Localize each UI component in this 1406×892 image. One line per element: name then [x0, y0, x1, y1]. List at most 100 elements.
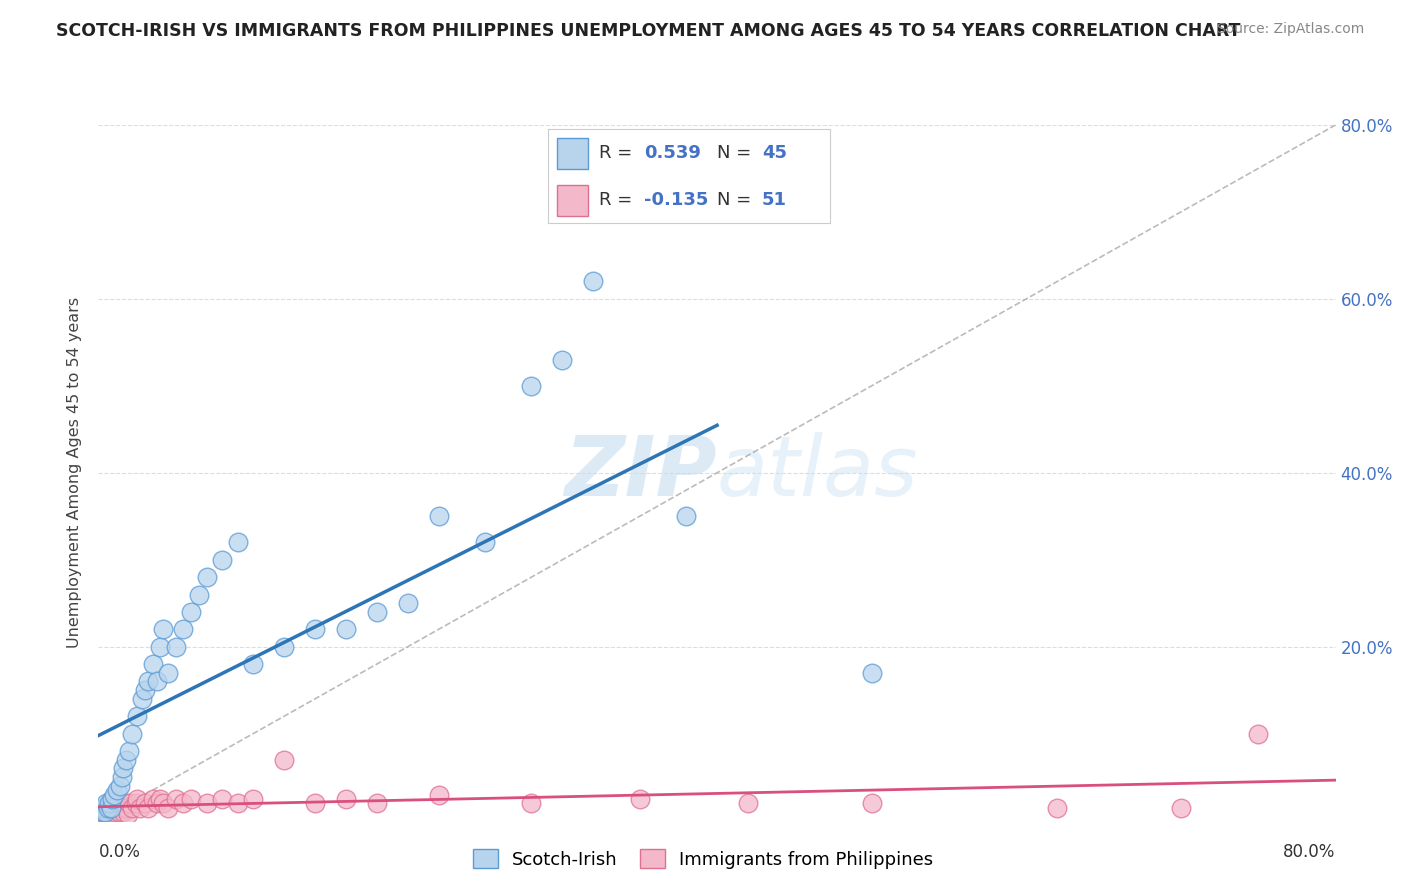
- Point: [89, 805, 111, 819]
- Point: [273, 640, 295, 654]
- Point: [335, 792, 357, 806]
- Point: [304, 796, 326, 810]
- Point: [226, 796, 249, 810]
- FancyBboxPatch shape: [557, 185, 588, 216]
- Point: [103, 796, 125, 810]
- Text: N =: N =: [717, 145, 756, 162]
- Point: [101, 800, 124, 814]
- Point: [149, 640, 172, 654]
- Point: [195, 570, 218, 584]
- Point: [129, 800, 152, 814]
- Point: [121, 800, 143, 814]
- Point: [124, 796, 146, 810]
- Text: R =: R =: [599, 191, 638, 209]
- Point: [211, 552, 233, 567]
- Point: [115, 800, 138, 814]
- Point: [427, 788, 450, 802]
- Point: [273, 753, 295, 767]
- Point: [103, 788, 125, 802]
- Point: [211, 792, 233, 806]
- Point: [112, 805, 135, 819]
- Point: [142, 657, 165, 671]
- Point: [737, 796, 759, 810]
- Point: [136, 674, 159, 689]
- Point: [134, 683, 156, 698]
- Point: [860, 796, 883, 810]
- Point: [98, 806, 121, 821]
- Point: [551, 352, 574, 367]
- FancyBboxPatch shape: [557, 137, 588, 169]
- Legend: Scotch-Irish, Immigrants from Philippines: Scotch-Irish, Immigrants from Philippine…: [465, 842, 941, 876]
- Point: [396, 596, 419, 610]
- Point: [180, 792, 202, 806]
- Text: atlas: atlas: [717, 433, 918, 513]
- Text: 0.0%: 0.0%: [98, 843, 141, 861]
- Point: [136, 800, 159, 814]
- Point: [675, 509, 697, 524]
- Point: [180, 605, 202, 619]
- Point: [242, 792, 264, 806]
- Point: [474, 535, 496, 549]
- Point: [188, 587, 211, 601]
- Point: [127, 792, 149, 806]
- Point: [628, 792, 651, 806]
- Point: [115, 753, 138, 767]
- Point: [152, 623, 174, 637]
- Text: Source: ZipAtlas.com: Source: ZipAtlas.com: [1216, 22, 1364, 37]
- Point: [520, 378, 543, 392]
- Point: [105, 800, 128, 814]
- Point: [105, 783, 128, 797]
- Point: [111, 770, 134, 784]
- Text: ZIP: ZIP: [564, 433, 717, 513]
- Point: [242, 657, 264, 671]
- Point: [304, 623, 326, 637]
- Point: [142, 792, 165, 806]
- Point: [127, 709, 149, 723]
- Point: [582, 274, 605, 288]
- Text: 0.539: 0.539: [644, 145, 700, 162]
- Point: [134, 796, 156, 810]
- Point: [90, 806, 112, 821]
- Text: R =: R =: [599, 145, 638, 162]
- Point: [91, 800, 114, 814]
- Point: [98, 796, 121, 810]
- Point: [149, 792, 172, 806]
- Text: N =: N =: [717, 191, 756, 209]
- Point: [118, 796, 141, 810]
- Point: [108, 796, 131, 810]
- Point: [335, 623, 357, 637]
- Point: [427, 509, 450, 524]
- Point: [173, 623, 195, 637]
- Point: [226, 535, 249, 549]
- Point: [118, 744, 141, 758]
- Text: 51: 51: [762, 191, 787, 209]
- Point: [117, 806, 139, 821]
- Point: [97, 800, 120, 814]
- Point: [103, 805, 125, 819]
- Point: [107, 805, 129, 819]
- Point: [111, 800, 134, 814]
- Point: [100, 803, 122, 817]
- Point: [146, 796, 169, 810]
- Point: [520, 796, 543, 810]
- Y-axis label: Unemployment Among Ages 45 to 54 years: Unemployment Among Ages 45 to 54 years: [67, 297, 83, 648]
- Point: [146, 674, 169, 689]
- Point: [96, 806, 118, 821]
- Point: [96, 796, 118, 810]
- Point: [860, 665, 883, 680]
- Text: SCOTCH-IRISH VS IMMIGRANTS FROM PHILIPPINES UNEMPLOYMENT AMONG AGES 45 TO 54 YEA: SCOTCH-IRISH VS IMMIGRANTS FROM PHILIPPI…: [56, 22, 1240, 40]
- Text: 45: 45: [762, 145, 787, 162]
- Point: [121, 726, 143, 740]
- Point: [157, 800, 180, 814]
- Text: -0.135: -0.135: [644, 191, 709, 209]
- Point: [366, 796, 388, 810]
- Point: [108, 779, 131, 793]
- Point: [93, 805, 115, 819]
- Point: [100, 800, 122, 814]
- Point: [91, 805, 114, 819]
- Point: [1046, 800, 1069, 814]
- Point: [165, 792, 187, 806]
- Point: [131, 692, 153, 706]
- Point: [90, 805, 112, 819]
- Point: [173, 796, 195, 810]
